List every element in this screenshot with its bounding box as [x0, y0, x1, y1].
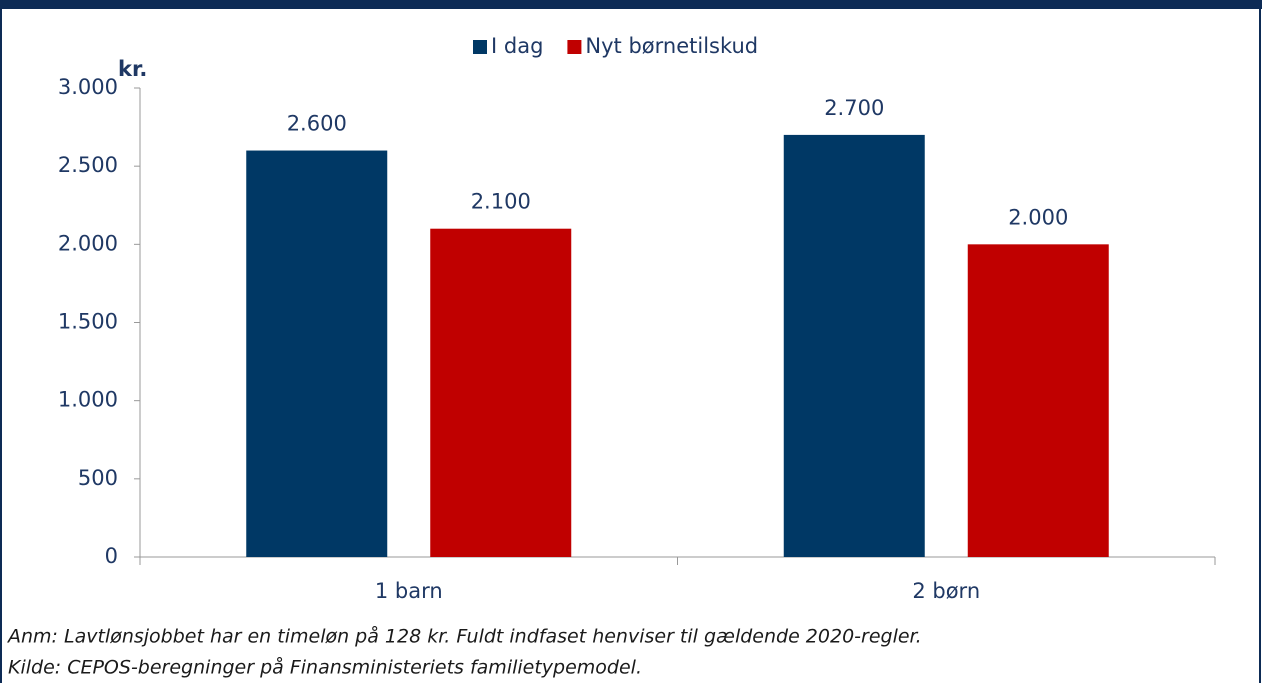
- value-label: 2.700: [824, 96, 884, 120]
- legend-swatch: [567, 40, 582, 54]
- bar: [967, 244, 1109, 558]
- value-label: 2.100: [471, 190, 531, 214]
- value-label: 2.600: [287, 112, 347, 136]
- bar: [430, 228, 572, 557]
- y-tick-label: 3.000: [58, 75, 118, 99]
- y-tick-label: 0: [105, 544, 118, 568]
- x-tick-label: 2 børn: [912, 579, 980, 603]
- bar: [783, 134, 925, 557]
- x-tick-label: 1 barn: [375, 579, 443, 603]
- y-tick-label: 2.500: [58, 153, 118, 177]
- y-tick-label: 500: [78, 466, 118, 490]
- y-tick-label: 1.000: [58, 388, 118, 412]
- bar: [246, 150, 388, 558]
- y-unit-label: kr.: [118, 57, 147, 81]
- top-band: [0, 0, 1262, 9]
- note: Anm: Lavtlønsjobbet har en timeløn på 12…: [6, 625, 922, 648]
- legend-label: Nyt børnetilskud: [585, 34, 758, 58]
- legend-label: I dag: [491, 34, 543, 58]
- note: Kilde: CEPOS-beregninger på Finansminist…: [8, 656, 642, 679]
- y-tick-label: 1.500: [58, 310, 118, 334]
- legend-swatch: [473, 40, 487, 54]
- y-tick-label: 2.000: [58, 231, 118, 255]
- value-label: 2.000: [1008, 205, 1068, 229]
